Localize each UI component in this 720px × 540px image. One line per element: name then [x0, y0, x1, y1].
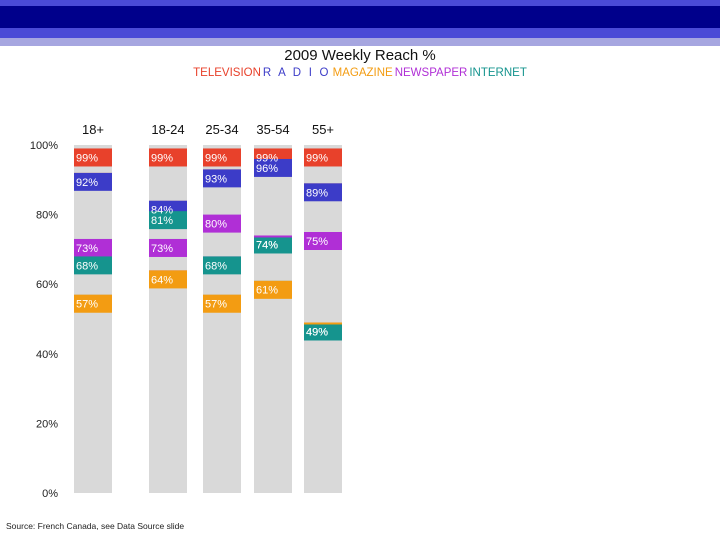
bar-block-newspaper — [74, 238, 112, 257]
bar-lower-fill — [254, 298, 292, 493]
bar-block-internet — [254, 235, 292, 254]
data-label: 99% — [76, 152, 98, 164]
bar-block-radio — [149, 200, 187, 212]
legend-item: MAGAZINE — [332, 67, 393, 79]
x-category-label: 18-24 — [151, 122, 184, 137]
header-stripe — [0, 0, 720, 6]
data-label: 49% — [306, 326, 328, 338]
data-label: 99% — [151, 152, 173, 164]
bar-block-television — [254, 148, 292, 159]
header-band — [0, 0, 720, 46]
data-label: 99% — [205, 152, 227, 164]
bar-block-magazine — [74, 294, 112, 313]
data-label: 61% — [256, 285, 278, 297]
bar-block-radio — [203, 169, 241, 188]
y-tick-label: 40% — [36, 349, 58, 361]
bar-gap — [304, 166, 342, 184]
data-label: 81% — [151, 215, 173, 227]
bar-block-newspaper — [149, 238, 187, 257]
bar-block-radio — [254, 158, 292, 177]
x-category-label: 18+ — [82, 122, 104, 137]
bar-gap — [74, 190, 112, 239]
x-category-label: 35-54 — [256, 122, 289, 137]
y-tick-label: 0% — [42, 488, 58, 500]
x-category-label: 55+ — [312, 122, 334, 137]
bar-gap — [74, 274, 112, 295]
bar-gap — [74, 166, 112, 173]
bar-lower-fill — [304, 340, 342, 493]
bar-block-radio — [304, 183, 342, 202]
legend-item: INTERNET — [469, 67, 527, 79]
data-label: 68% — [205, 260, 227, 272]
bar-block-television — [74, 148, 112, 167]
data-label: 89% — [306, 187, 328, 199]
data-label: 75% — [306, 236, 328, 248]
chart-title: 2009 Weekly Reach % — [284, 47, 436, 64]
bar-block-newspaper — [304, 232, 342, 250]
legend-item: NEWSPAPER — [394, 67, 468, 79]
data-label: 49% — [306, 326, 328, 338]
data-label: 99% — [306, 152, 328, 164]
bar-block-television — [149, 148, 187, 167]
data-label: 80% — [205, 219, 227, 231]
bar-block-internet — [304, 322, 342, 341]
x-category-label: 25-34 — [205, 122, 238, 137]
bar-gap — [149, 166, 187, 201]
source-note: Source: French Canada, see Data Source s… — [6, 521, 185, 531]
data-label: 57% — [76, 299, 98, 311]
data-label: 99% — [256, 152, 278, 164]
bar-gap — [203, 187, 241, 215]
y-tick-label: 20% — [36, 418, 58, 430]
y-tick-label: 80% — [36, 210, 58, 222]
bar-block-internet — [203, 256, 241, 275]
y-tick-label: 60% — [36, 279, 58, 291]
bar-gap — [203, 274, 241, 295]
bar-block-newspaper — [254, 235, 292, 238]
bar-block-newspaper — [203, 214, 241, 233]
bar-lower-fill — [149, 288, 187, 493]
data-label: 93% — [205, 173, 227, 185]
data-label: 64% — [151, 274, 173, 286]
bar-gap — [254, 253, 292, 281]
data-label: 96% — [256, 163, 278, 175]
bar-gap — [203, 232, 241, 257]
bar-gap — [149, 229, 187, 239]
data-label: 74% — [256, 239, 278, 251]
bar-gap — [149, 256, 187, 271]
bar-lower-fill — [74, 312, 112, 493]
data-label: 84% — [151, 205, 173, 217]
header-stripe — [0, 38, 720, 46]
bar-block-internet — [149, 211, 187, 230]
bar-block-magazine — [203, 294, 241, 313]
bar-block-magazine — [254, 280, 292, 299]
legend-item: TELEVISION — [193, 67, 261, 79]
bar-gap — [304, 201, 342, 232]
bar-block-radio — [74, 172, 112, 191]
bar-lower-fill — [203, 312, 241, 493]
bar-block-internet — [74, 256, 112, 275]
data-label: 74% — [256, 239, 278, 251]
data-label: 68% — [76, 260, 98, 272]
chart-legend: TELEVISION R A D I O MAGAZINE NEWSPAPER INTE… — [0, 67, 720, 79]
bar-gap — [304, 250, 342, 323]
data-label: 73% — [76, 243, 98, 255]
legend-item: R A D I O — [262, 67, 331, 79]
y-tick-label: 100% — [30, 140, 58, 152]
bar-block-magazine — [304, 322, 342, 325]
bar-gap — [254, 176, 292, 236]
data-label: 92% — [76, 177, 98, 189]
header-stripe — [0, 28, 720, 38]
bar-gap — [203, 166, 241, 170]
data-label: 73% — [151, 243, 173, 255]
bar-block-television — [304, 148, 342, 167]
header-stripe — [0, 6, 720, 28]
data-label: 57% — [205, 299, 227, 311]
bar-block-television — [203, 148, 241, 167]
bar-block-magazine — [149, 270, 187, 289]
